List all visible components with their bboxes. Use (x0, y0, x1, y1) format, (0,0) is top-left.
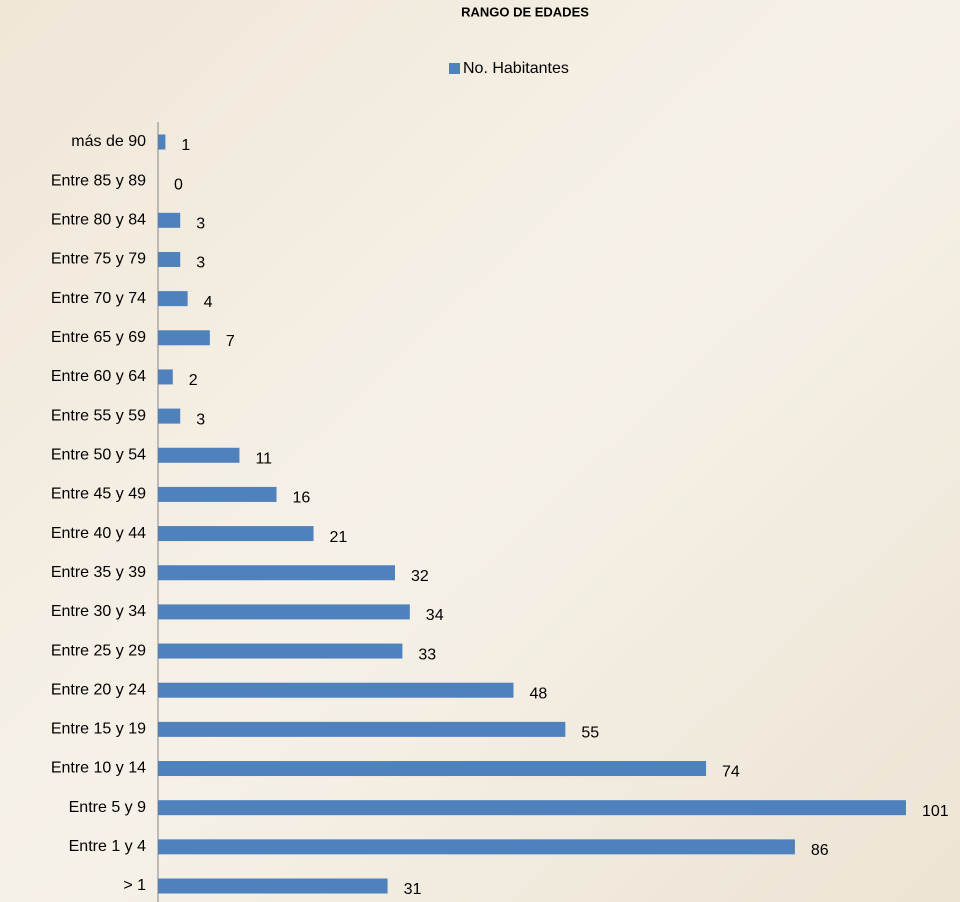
data-label: 3 (196, 411, 205, 428)
bar (158, 291, 188, 307)
y-tick-label: Entre 30 y 34 (51, 603, 146, 620)
data-label: 48 (529, 685, 547, 702)
y-tick-label: Entre 80 y 84 (51, 212, 146, 229)
data-label: 74 (722, 764, 740, 781)
y-tick-label: Entre 10 y 14 (51, 760, 146, 777)
y-tick-label: Entre 35 y 39 (51, 564, 146, 581)
bar (158, 408, 181, 424)
bar (158, 486, 277, 502)
data-label: 32 (411, 568, 429, 585)
bar (158, 565, 395, 581)
data-label: 86 (811, 842, 829, 859)
y-tick-label: Entre 85 y 89 (51, 172, 146, 189)
y-tick-label: Entre 50 y 54 (51, 446, 146, 463)
bar (158, 369, 173, 385)
chart-title: RANGO DE EDADES (461, 4, 589, 19)
y-tick-label: Entre 70 y 74 (51, 290, 146, 307)
bar (158, 721, 566, 737)
bar (158, 878, 388, 894)
bar (158, 134, 166, 150)
bar (158, 604, 410, 620)
bar (158, 839, 795, 855)
y-tick-label: Entre 1 y 4 (69, 838, 146, 855)
bar (158, 212, 181, 228)
data-label: 34 (426, 607, 444, 624)
y-tick-label: Entre 60 y 64 (51, 368, 146, 385)
data-label: 21 (330, 529, 348, 546)
bar (158, 447, 240, 463)
y-tick-label: Entre 55 y 59 (51, 407, 146, 424)
data-label: 16 (292, 490, 310, 507)
bar (158, 761, 707, 777)
y-tick-label: más de 90 (71, 133, 146, 150)
bar (158, 330, 210, 346)
bar (158, 251, 181, 267)
data-label: 7 (226, 333, 235, 350)
data-label: 55 (581, 725, 599, 742)
data-label: 2 (189, 372, 198, 389)
data-label: 31 (404, 881, 422, 898)
data-label: 11 (255, 450, 272, 467)
legend-label: No. Habitantes (463, 60, 569, 77)
data-label: 33 (418, 646, 436, 663)
legend-swatch (449, 63, 460, 74)
bar (158, 526, 314, 542)
y-tick-label: Entre 5 y 9 (69, 799, 146, 816)
data-label: 3 (196, 255, 205, 272)
y-tick-label: Entre 40 y 44 (51, 525, 146, 542)
bar (158, 643, 403, 659)
bar (158, 800, 906, 816)
data-label: 101 (922, 803, 949, 820)
data-label: 0 (174, 176, 183, 193)
y-tick-label: Entre 45 y 49 (51, 486, 146, 503)
data-label: 3 (196, 216, 205, 233)
y-tick-label: Entre 25 y 29 (51, 642, 146, 659)
y-tick-label: Entre 65 y 69 (51, 329, 146, 346)
y-tick-label: Entre 20 y 24 (51, 681, 146, 698)
data-label: 1 (181, 137, 190, 154)
y-tick-label: Entre 75 y 79 (51, 251, 146, 268)
data-label: 4 (204, 294, 213, 311)
y-tick-label: > 1 (123, 877, 146, 894)
y-tick-label: Entre 15 y 19 (51, 721, 146, 738)
bar (158, 682, 514, 698)
